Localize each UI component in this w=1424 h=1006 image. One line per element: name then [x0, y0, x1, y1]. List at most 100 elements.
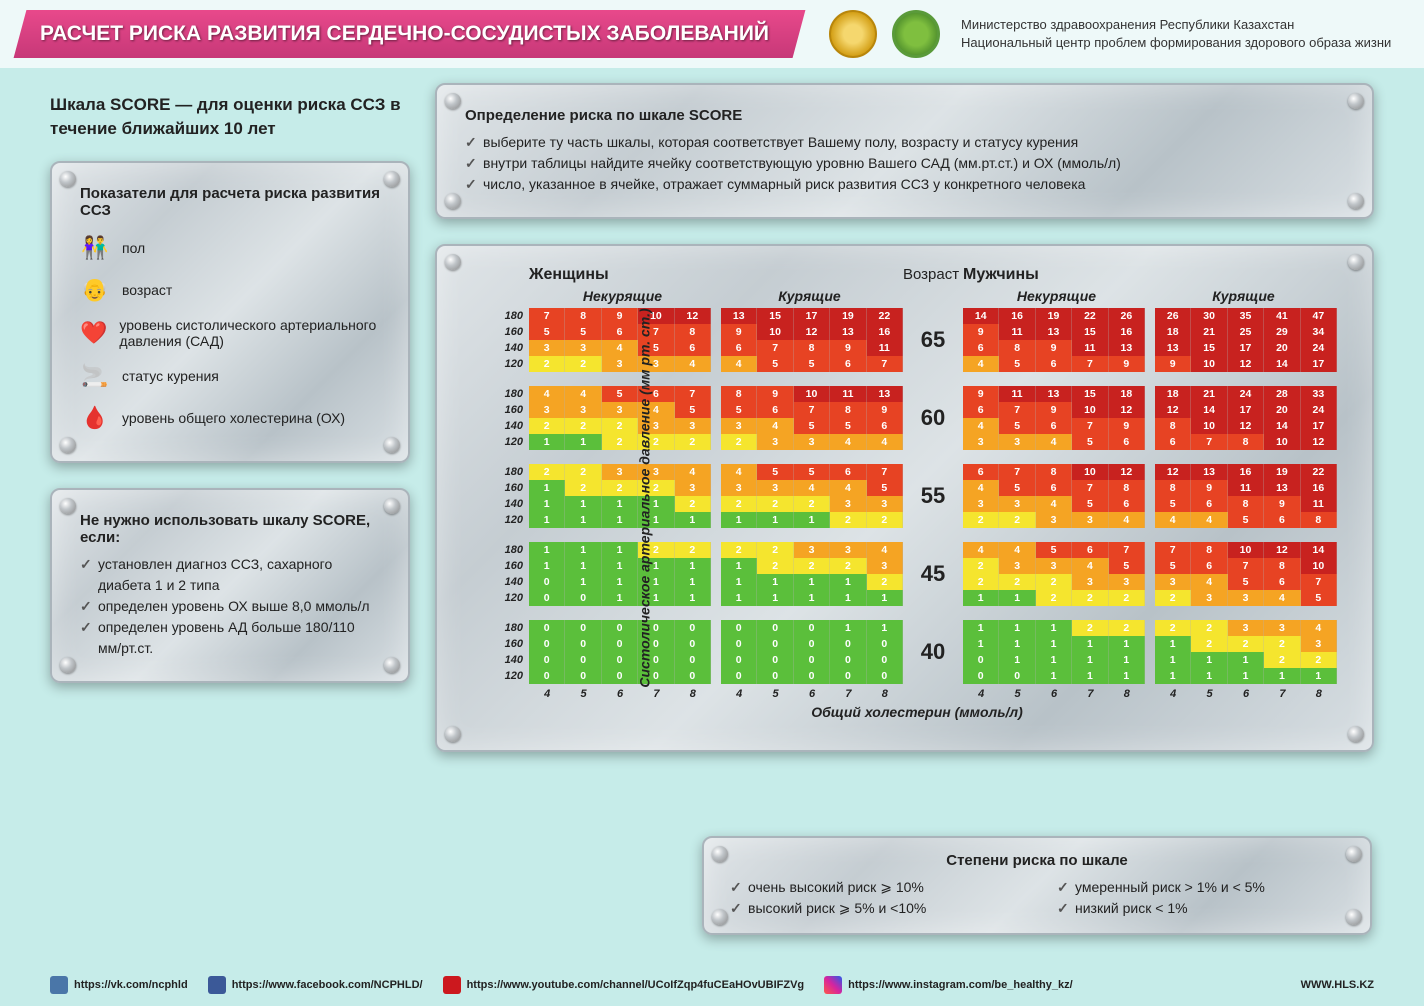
- score-cell: 2: [794, 558, 830, 574]
- score-cell: 8: [1301, 512, 1337, 528]
- score-cell: 3: [963, 496, 999, 512]
- score-cell: 4: [1191, 574, 1227, 590]
- subtitle: Шкала SCORE — для оценки риска ССЗ в теч…: [50, 93, 410, 141]
- list-item: определен уровень ОХ выше 8,0 ммоль/л: [80, 596, 380, 617]
- header-logos: Министерство здравоохранения Республики …: [829, 10, 1391, 58]
- score-cell: 0: [794, 652, 830, 668]
- health-logo-icon: [892, 10, 940, 58]
- score-cell: 1: [675, 590, 711, 606]
- score-cell: 7: [999, 464, 1035, 480]
- list-item: очень высокий риск ⩾ 10%: [730, 877, 1017, 898]
- score-cell: 0: [529, 636, 565, 652]
- score-cell: 3: [675, 480, 711, 496]
- score-cell: 3: [1228, 620, 1264, 636]
- indicator-label: пол: [122, 240, 145, 256]
- indicator-icon: 🩸: [80, 403, 110, 433]
- score-cell: 0: [963, 652, 999, 668]
- score-cell: 2: [721, 542, 757, 558]
- score-cell: 7: [675, 386, 711, 402]
- social-link[interactable]: https://vk.com/ncphld: [50, 976, 188, 994]
- score-cell: 0: [867, 652, 903, 668]
- score-cell: 26: [1155, 308, 1191, 324]
- list-item: умеренный риск > 1% и < 5%: [1057, 877, 1344, 898]
- score-cell: 8: [1109, 480, 1145, 496]
- score-cell: 4: [1036, 496, 1072, 512]
- social-link[interactable]: https://www.instagram.com/be_healthy_kz/: [824, 976, 1073, 994]
- score-cell: 6: [721, 340, 757, 356]
- page-title: РАСЧЕТ РИСКА РАЗВИТИЯ СЕРДЕЧНО-СОСУДИСТЫ…: [40, 22, 769, 46]
- score-cell: 1: [1228, 652, 1264, 668]
- score-cell: 0: [757, 620, 793, 636]
- exclusions-title: Не нужно использовать шкалу SCORE, если:: [80, 512, 380, 546]
- score-cell: 3: [1072, 574, 1108, 590]
- score-cell: 12: [675, 308, 711, 324]
- score-cell: 3: [794, 434, 830, 450]
- score-cell: 1: [999, 636, 1035, 652]
- score-cell: 6: [602, 324, 638, 340]
- score-cell: 8: [1191, 542, 1227, 558]
- score-cell: 3: [602, 402, 638, 418]
- indicator-label: возраст: [122, 282, 172, 298]
- legend-title: Степени риска по шкале: [730, 852, 1344, 869]
- score-cell: 21: [1191, 386, 1227, 402]
- score-cell: 2: [1072, 620, 1108, 636]
- score-cell: 14: [1264, 356, 1300, 372]
- smoking-header-row: Некурящие Курящие Некурящие Курящие: [497, 288, 1337, 308]
- score-cell: 2: [1072, 590, 1108, 606]
- score-cell: 29: [1264, 324, 1300, 340]
- indicator-label: статус курения: [122, 368, 219, 384]
- score-cell: 1: [999, 590, 1035, 606]
- ministry-text: Министерство здравоохранения Республики …: [961, 16, 1391, 52]
- score-cell: 10: [1072, 402, 1108, 418]
- score-cell: 4: [830, 434, 866, 450]
- score-cell: 1: [1191, 652, 1227, 668]
- score-cell: 12: [1155, 402, 1191, 418]
- list-item: низкий риск < 1%: [1057, 898, 1344, 919]
- score-cell: 0: [565, 636, 601, 652]
- score-cell: 13: [1155, 340, 1191, 356]
- score-cell: 2: [757, 558, 793, 574]
- score-cell: 4: [830, 480, 866, 496]
- score-cell: 4: [675, 356, 711, 372]
- score-cell: 1: [1301, 668, 1337, 684]
- score-cell: 4: [963, 480, 999, 496]
- age-label: 60: [903, 405, 963, 431]
- score-cell: 4: [721, 464, 757, 480]
- score-cell: 7: [1191, 434, 1227, 450]
- score-cell: 2: [1036, 590, 1072, 606]
- score-cell: 0: [794, 636, 830, 652]
- ministry-line1: Министерство здравоохранения Республики …: [961, 16, 1391, 34]
- score-cell: 3: [675, 418, 711, 434]
- score-cell: 5: [602, 386, 638, 402]
- score-cell: 6: [963, 464, 999, 480]
- score-cell: 24: [1228, 386, 1264, 402]
- score-cell: 30: [1191, 308, 1227, 324]
- score-cell: 12: [1228, 356, 1264, 372]
- score-cell: 0: [602, 668, 638, 684]
- social-link[interactable]: https://www.facebook.com/NCPHLD/: [208, 976, 423, 994]
- score-cell: 24: [1301, 340, 1337, 356]
- score-cell: 2: [867, 512, 903, 528]
- score-cell: 0: [602, 620, 638, 636]
- social-link[interactable]: https://www.youtube.com/channel/UCoIfZqp…: [443, 976, 805, 994]
- score-cell: 16: [999, 308, 1035, 324]
- score-cell: 12: [794, 324, 830, 340]
- footer-site: WWW.HLS.KZ: [1301, 979, 1374, 991]
- score-cell: 3: [830, 542, 866, 558]
- score-cell: 10: [794, 386, 830, 402]
- score-cell: 2: [1155, 620, 1191, 636]
- score-cell: 0: [794, 668, 830, 684]
- score-cell: 14: [1264, 418, 1300, 434]
- score-cell: 2: [602, 480, 638, 496]
- score-cell: 5: [867, 480, 903, 496]
- indicator-item: 👴возраст: [80, 269, 380, 311]
- score-cell: 5: [565, 324, 601, 340]
- score-cell: 11: [830, 386, 866, 402]
- score-cell: 2: [565, 418, 601, 434]
- score-cell: 13: [1191, 464, 1227, 480]
- score-cell: 1: [1036, 620, 1072, 636]
- score-cell: 8: [721, 386, 757, 402]
- score-cell: 2: [675, 542, 711, 558]
- score-cell: 21: [1191, 324, 1227, 340]
- footer: https://vk.com/ncphld https://www.faceboo…: [50, 976, 1374, 994]
